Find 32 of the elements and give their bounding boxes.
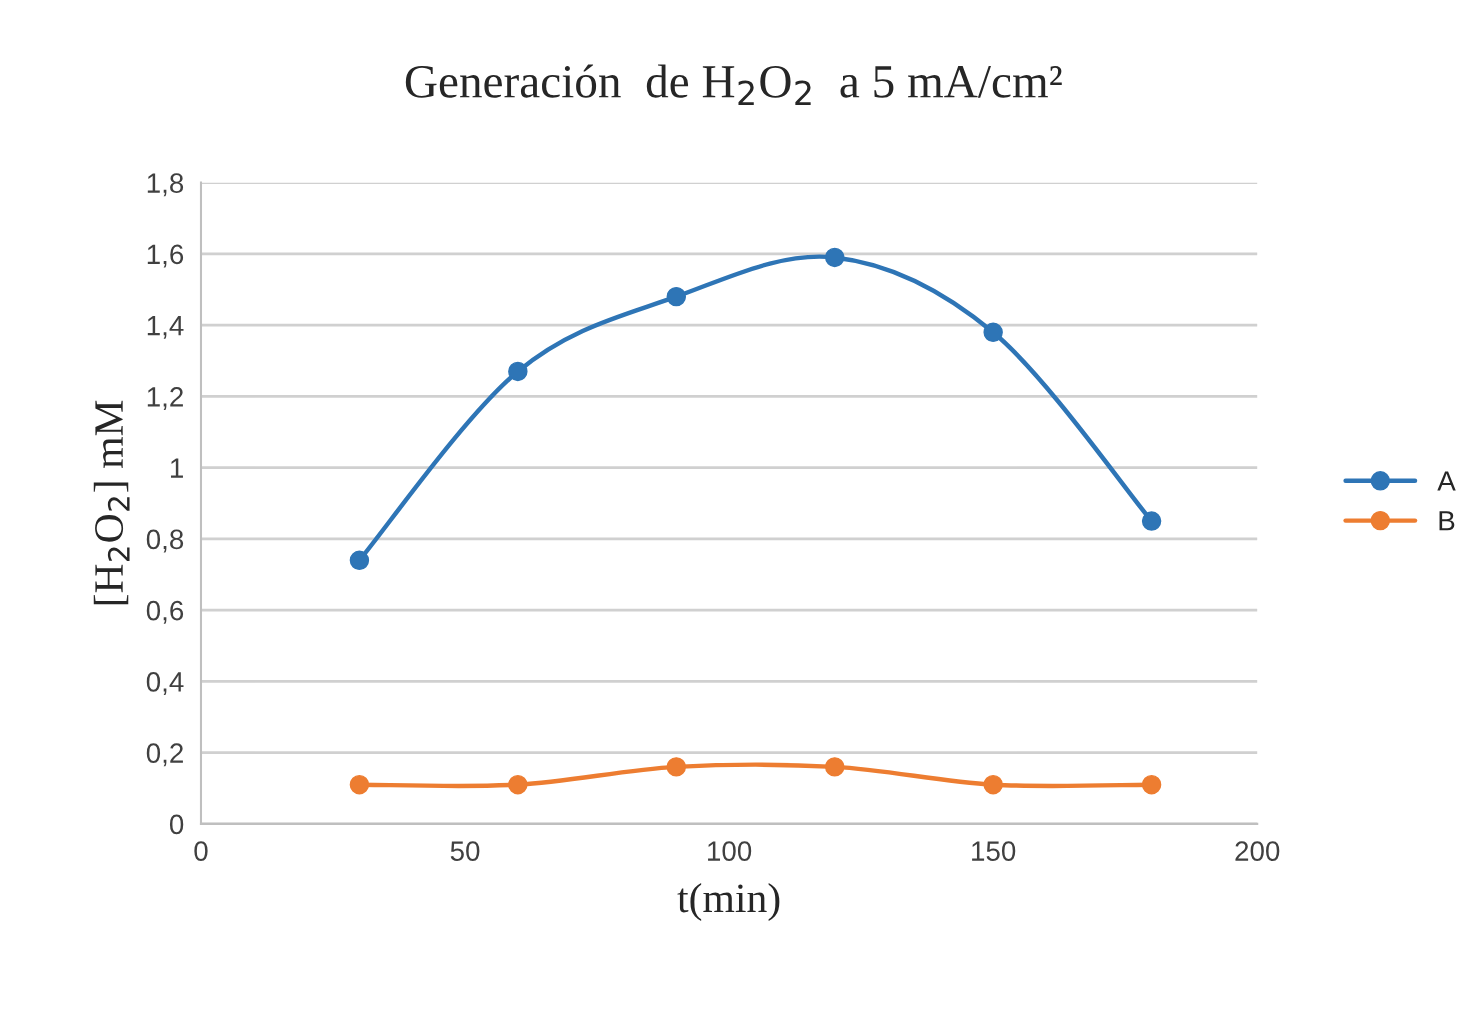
legend-label: B [1439, 511, 1455, 531]
x-tick-label: 200 [1235, 841, 1280, 861]
y-tick-label: 1,2 [147, 387, 183, 410]
x-tick-label: 100 [708, 841, 752, 861]
point [666, 286, 687, 307]
chart-title: Generación de H$_{2}$O$_{2}$ a 5 mA/cm² [405, 64, 1062, 105]
point [1141, 511, 1162, 531]
point [666, 757, 687, 777]
point [508, 361, 528, 382]
y-tick-label: 1 [170, 458, 183, 478]
point [508, 774, 528, 795]
y-tick-label: 1,8 [147, 173, 184, 197]
point [825, 247, 845, 268]
y-tick-label: 0,8 [146, 529, 184, 553]
point [983, 774, 1003, 795]
x-axis-title: t(min) [677, 883, 780, 921]
y-axis-title: [H$_{2}$O$_{2}$] mM [93, 400, 130, 605]
point [1141, 774, 1162, 795]
point [983, 322, 1003, 342]
point [349, 550, 370, 570]
point [349, 774, 370, 795]
y-tick-label: 0,2 [146, 743, 183, 767]
y-tick-label: 0,6 [146, 600, 184, 624]
point [825, 757, 845, 777]
y-tick-label: 1,4 [147, 316, 184, 339]
legend-label: A [1437, 471, 1456, 491]
x-tick-label: 0 [194, 841, 208, 861]
x-tick-label: 50 [450, 841, 480, 861]
y-tick-label: 0 [169, 814, 184, 835]
x-tick-label: 150 [972, 841, 1016, 861]
y-tick-label: 1,6 [147, 244, 184, 268]
y-tick-label: 0,4 [146, 672, 184, 695]
